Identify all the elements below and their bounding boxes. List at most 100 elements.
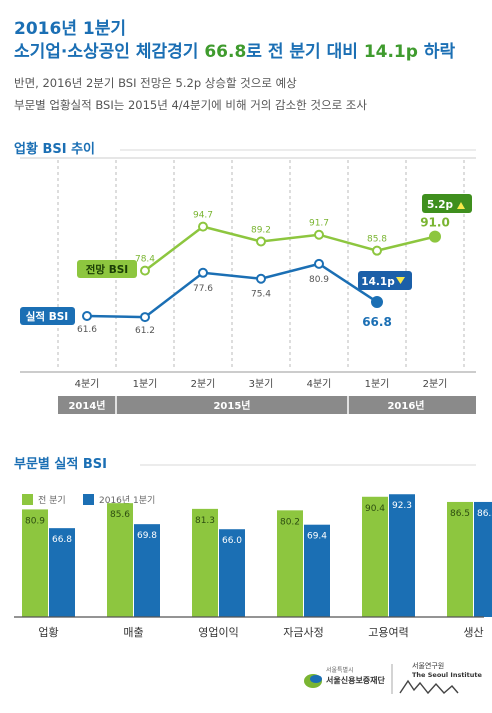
logo-seoul-institute-mark (399, 679, 459, 695)
forecast-value-label: 94.7 (193, 211, 213, 221)
bar-category-label: 자금사정 (283, 626, 323, 639)
legend-swatch (22, 494, 33, 505)
bar-value-label: 81.3 (195, 516, 215, 526)
logo-seoul-institute-ko: 서울연구원 (412, 661, 444, 670)
bar-value-label: 66.8 (52, 535, 72, 545)
year-label: 2015년 (213, 399, 250, 412)
title-line2-highlight: 66.8 (204, 42, 247, 62)
actual-point (198, 267, 208, 278)
change-badge-down-bg (358, 271, 412, 290)
title-line2-pre: 소기업·소상공인 체감경기 (14, 42, 205, 62)
x-tick-label: 1분기 (365, 378, 390, 390)
bar-category-label: 업황 (38, 626, 58, 639)
x-tick-label: 4분기 (307, 378, 332, 390)
bar-category-label: 영업이익 (198, 626, 238, 639)
forecast-value-label: 91.7 (309, 219, 329, 229)
legend-label: 전 분기 (38, 495, 66, 506)
forecast-series-label-text: 전망 BSI (86, 263, 128, 276)
legend-label: 2016년 1분기 (99, 495, 155, 506)
logo-seoul-credit-text: 서울신용보증재단 (326, 675, 386, 685)
bar-value-label: 85.6 (110, 510, 130, 520)
bar-value-label: 92.3 (392, 501, 412, 511)
actual-value-label: 66.8 (362, 315, 392, 329)
bar (362, 496, 388, 617)
actual-series-label-bg (20, 307, 75, 325)
actual-value-label: 80.9 (309, 275, 329, 285)
forecast-point (256, 236, 266, 247)
actual-value-label: 61.6 (77, 325, 97, 335)
x-tick-label: 2분기 (423, 378, 448, 390)
bar-value-label: 86.5 (450, 509, 470, 519)
line-chart-title: 업황 BSI 추이 (14, 142, 96, 157)
bar (389, 494, 415, 617)
change-badge-down: 14.1p (358, 271, 412, 290)
year-label: 2016년 (387, 399, 424, 412)
change-badge-up-text: 5.2p (427, 199, 454, 211)
forecast-series-label: 전망 BSI (77, 260, 137, 278)
actual-point (256, 273, 266, 284)
logo-seoul-credit-small: 서울특별시 (326, 666, 354, 674)
bar-legend: 전 분기 2016년 1분기 (22, 494, 155, 506)
bar-chart-title: 부문별 실적 BSI (14, 457, 107, 472)
title-line1: 2016년 1분기 (14, 19, 126, 39)
bar (277, 510, 303, 617)
bar-value-label: 69.8 (137, 531, 157, 541)
bar-value-label: 86.5 (477, 509, 492, 519)
forecast-series-label-bg (77, 260, 137, 278)
subtitle-2: 부문별 업황실적 BSI는 2015년 4/4분기에 비해 거의 감소한 것으로… (14, 98, 367, 112)
actual-series-label: 실적 BSI (20, 307, 75, 325)
bar-category-label: 생산 (463, 626, 483, 639)
bar (219, 529, 245, 617)
title-line2: 소기업·소상공인 체감경기 66.8로 전 분기 대비 14.1p 하락 (14, 37, 455, 62)
title-line2-highlight2: 14.1p (363, 42, 418, 62)
x-tick-label: 4분기 (75, 378, 100, 390)
forecast-value-label: 91.0 (420, 216, 450, 230)
actual-point (314, 258, 324, 269)
actual-value-label: 75.4 (251, 290, 271, 300)
forecast-value-label: 85.8 (367, 235, 387, 245)
change-badge-down-text: 14.1p (361, 276, 395, 288)
forecast-point (372, 245, 382, 256)
bar (107, 503, 133, 617)
logo-seoul-credit-mark2 (310, 675, 322, 683)
bar (447, 501, 473, 617)
year-bar (58, 396, 476, 414)
actual-point (371, 295, 383, 308)
forecast-series-line (144, 225, 436, 272)
legend-swatch (83, 494, 94, 505)
bar (22, 509, 48, 617)
x-tick-label: 1분기 (133, 378, 158, 390)
title-line2-mid: 로 전 분기 대비 (246, 42, 364, 62)
bar-value-label: 66.0 (222, 536, 242, 546)
change-badge-up: 5.2p (422, 194, 472, 213)
bar (49, 528, 75, 617)
forecast-value-label: 89.2 (251, 225, 271, 235)
up-arrow-icon (457, 202, 465, 209)
bar (474, 501, 492, 617)
bar-value-label: 80.2 (280, 517, 300, 527)
title-line2-post: 하락 (417, 42, 456, 62)
bar (304, 524, 330, 617)
actual-series-label-text: 실적 BSI (26, 310, 68, 323)
down-arrow-icon (396, 277, 405, 284)
actual-value-label: 77.6 (193, 284, 213, 294)
actual-value-label: 61.2 (135, 326, 155, 336)
bar-category-label: 매출 (123, 626, 143, 639)
x-tick-label: 3분기 (249, 378, 274, 390)
subtitle-1: 반면, 2016년 2분기 BSI 전망은 5.2p 상승할 것으로 예상 (14, 76, 297, 90)
bar-value-label: 80.9 (25, 516, 45, 526)
actual-point (140, 312, 150, 323)
forecast-point (314, 229, 324, 240)
bar-value-label: 90.4 (365, 504, 385, 514)
bar-category-label: 고용여력 (368, 626, 408, 639)
bar (134, 524, 160, 617)
forecast-point (429, 230, 441, 243)
bar (192, 508, 218, 617)
forecast-point (198, 221, 208, 232)
bar-value-label: 69.4 (307, 532, 327, 542)
actual-point (82, 311, 92, 321)
actual-series-line (86, 262, 378, 319)
